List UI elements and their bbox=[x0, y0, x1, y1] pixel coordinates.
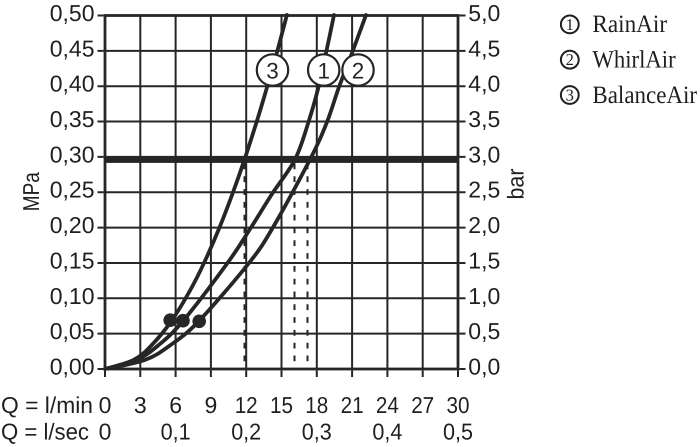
svg-text:0,20: 0,20 bbox=[50, 212, 95, 238]
svg-text:3: 3 bbox=[266, 58, 279, 83]
svg-text:0,10: 0,10 bbox=[50, 283, 95, 309]
svg-text:bar: bar bbox=[502, 168, 528, 199]
svg-text:12: 12 bbox=[235, 392, 258, 418]
svg-text:WhirlAir: WhirlAir bbox=[592, 47, 676, 74]
svg-text:3: 3 bbox=[566, 85, 574, 104]
svg-text:30: 30 bbox=[447, 392, 470, 418]
svg-text:0,40: 0,40 bbox=[50, 71, 95, 97]
svg-text:4,0: 4,0 bbox=[468, 71, 500, 97]
svg-text:MPa: MPa bbox=[18, 172, 44, 211]
svg-text:0,05: 0,05 bbox=[50, 318, 95, 344]
svg-text:9: 9 bbox=[205, 392, 218, 418]
svg-text:0: 0 bbox=[99, 392, 112, 418]
svg-text:0: 0 bbox=[99, 419, 112, 445]
svg-text:0,0: 0,0 bbox=[468, 353, 500, 379]
svg-text:0,30: 0,30 bbox=[50, 141, 95, 167]
svg-text:2: 2 bbox=[566, 50, 574, 69]
svg-text:Q = l/min: Q = l/min bbox=[1, 392, 93, 418]
svg-text:0,15: 0,15 bbox=[50, 247, 95, 273]
svg-text:0,45: 0,45 bbox=[50, 35, 95, 61]
svg-text:2: 2 bbox=[352, 58, 365, 83]
svg-text:2,5: 2,5 bbox=[468, 177, 500, 203]
svg-text:0,5: 0,5 bbox=[443, 419, 473, 445]
svg-text:0,00: 0,00 bbox=[50, 353, 95, 379]
svg-text:0,25: 0,25 bbox=[50, 177, 95, 203]
svg-text:18: 18 bbox=[305, 392, 328, 418]
svg-text:0,50: 0,50 bbox=[50, 0, 95, 26]
svg-text:0,3: 0,3 bbox=[302, 419, 332, 445]
svg-text:2,0: 2,0 bbox=[468, 212, 500, 238]
svg-text:0,5: 0,5 bbox=[468, 318, 500, 344]
svg-text:BalanceAir: BalanceAir bbox=[592, 82, 697, 109]
svg-text:RainAir: RainAir bbox=[592, 11, 667, 38]
svg-text:15: 15 bbox=[270, 392, 293, 418]
svg-text:5,0: 5,0 bbox=[468, 0, 500, 26]
svg-text:6: 6 bbox=[169, 392, 182, 418]
svg-text:21: 21 bbox=[341, 392, 364, 418]
svg-text:0,4: 0,4 bbox=[372, 419, 402, 445]
svg-text:1,5: 1,5 bbox=[468, 247, 500, 273]
svg-text:0,1: 0,1 bbox=[161, 419, 191, 445]
svg-text:Q = l/sec: Q = l/sec bbox=[1, 419, 89, 445]
svg-text:1: 1 bbox=[317, 58, 330, 83]
svg-text:3,5: 3,5 bbox=[468, 106, 500, 132]
svg-text:3: 3 bbox=[134, 392, 147, 418]
svg-text:27: 27 bbox=[411, 392, 434, 418]
svg-text:0,35: 0,35 bbox=[50, 106, 95, 132]
svg-text:4,5: 4,5 bbox=[468, 35, 500, 61]
svg-text:3,0: 3,0 bbox=[468, 141, 500, 167]
svg-text:0,2: 0,2 bbox=[231, 419, 261, 445]
svg-text:1: 1 bbox=[566, 15, 574, 34]
svg-text:24: 24 bbox=[376, 392, 399, 418]
svg-text:1,0: 1,0 bbox=[468, 283, 500, 309]
